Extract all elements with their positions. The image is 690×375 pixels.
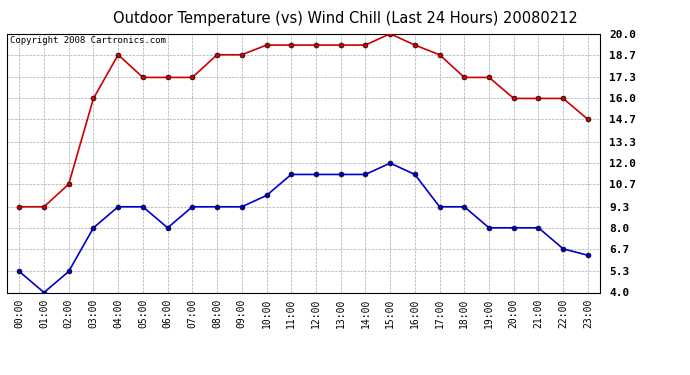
Text: Outdoor Temperature (vs) Wind Chill (Last 24 Hours) 20080212: Outdoor Temperature (vs) Wind Chill (Las… bbox=[112, 11, 578, 26]
Text: Copyright 2008 Cartronics.com: Copyright 2008 Cartronics.com bbox=[10, 36, 166, 45]
